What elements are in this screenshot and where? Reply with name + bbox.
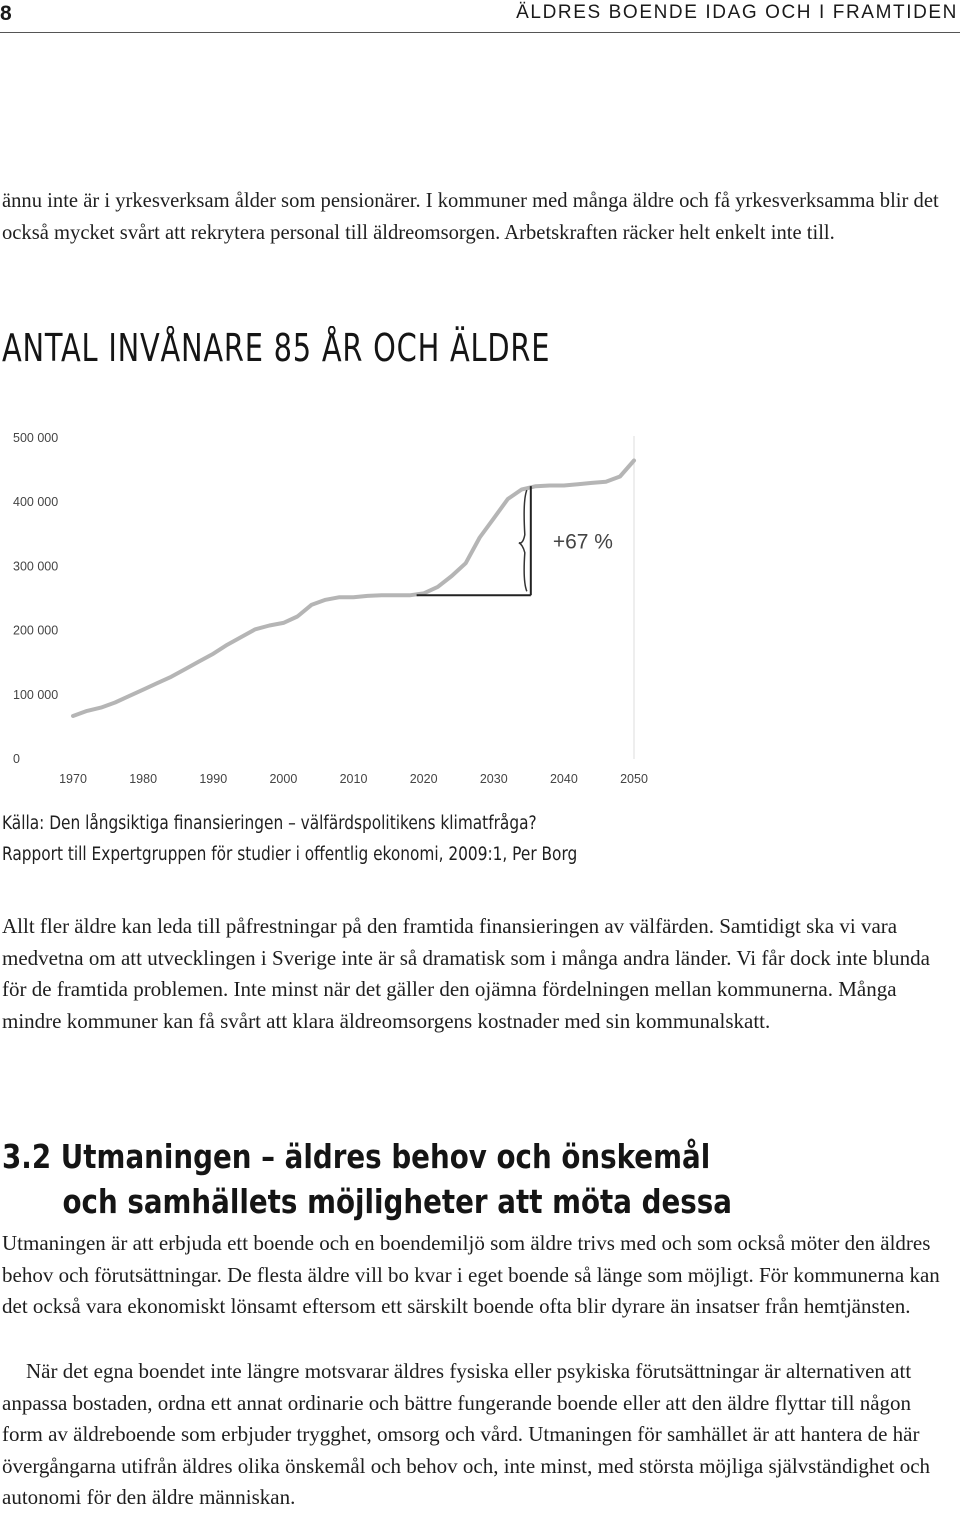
- y-tick-label: 300 000: [13, 559, 58, 573]
- line-chart: 0 100 000 200 000 300 000 400 000 500 000 1970…: [13, 431, 648, 786]
- x-tick-label: 1990: [199, 772, 227, 786]
- page-number: 8: [0, 2, 12, 25]
- running-title: ÄLDRES BOENDE IDAG OCH I FRAMTIDEN: [516, 2, 958, 23]
- section-title-line-2: och samhällets möjligheter att möta dess…: [62, 1182, 732, 1221]
- series-line: [71, 458, 636, 718]
- x-tick-label: 2000: [269, 772, 297, 786]
- intro-paragraph: ännu inte är i yrkesverksam ålder som pe…: [2, 190, 939, 244]
- annotation-label: +67 %: [553, 531, 613, 554]
- x-tick-label: 2030: [480, 772, 508, 786]
- x-tick-label: 2050: [620, 772, 648, 786]
- y-tick-label: 200 000: [13, 624, 58, 638]
- x-tick-label: 1980: [129, 772, 157, 786]
- section-heading: 3.2 Utmaningen – äldres behov och önskemå…: [2, 1134, 732, 1224]
- y-tick-label: 500 000: [13, 431, 58, 445]
- chart-source: Källa: Den långsiktiga finansieringen – …: [2, 808, 577, 870]
- section-paragraph-1: Utmaningen är att erbjuda ett boende och…: [2, 1231, 940, 1318]
- after-chart-paragraph: Allt fler äldre kan leda till påfrestnin…: [2, 914, 930, 1033]
- y-tick-label: 400 000: [13, 495, 58, 509]
- x-tick-label: 2020: [410, 772, 438, 786]
- x-tick-label: 2040: [550, 772, 578, 786]
- chart-heading: ANTAL INVÅNARE 85 ÅR OCH ÄLDRE: [2, 326, 551, 370]
- section-number: 3.2: [2, 1137, 52, 1176]
- header-rule: [0, 32, 960, 33]
- annotation-brace: [518, 489, 528, 592]
- source-line-2: Rapport till Expertgruppen för studier i…: [2, 844, 578, 865]
- y-tick-label: 100 000: [13, 688, 58, 702]
- section-title-line-1: Utmaningen – äldres behov och önskemål: [60, 1137, 711, 1176]
- source-line-1: Källa: Den långsiktiga finansieringen – …: [2, 813, 537, 834]
- section-paragraph-2: När det egna boendet inte längre motsvar…: [2, 1359, 931, 1509]
- x-tick-label: 2010: [340, 772, 368, 786]
- y-tick-label: 0: [13, 752, 20, 766]
- x-tick-label: 1970: [59, 772, 87, 786]
